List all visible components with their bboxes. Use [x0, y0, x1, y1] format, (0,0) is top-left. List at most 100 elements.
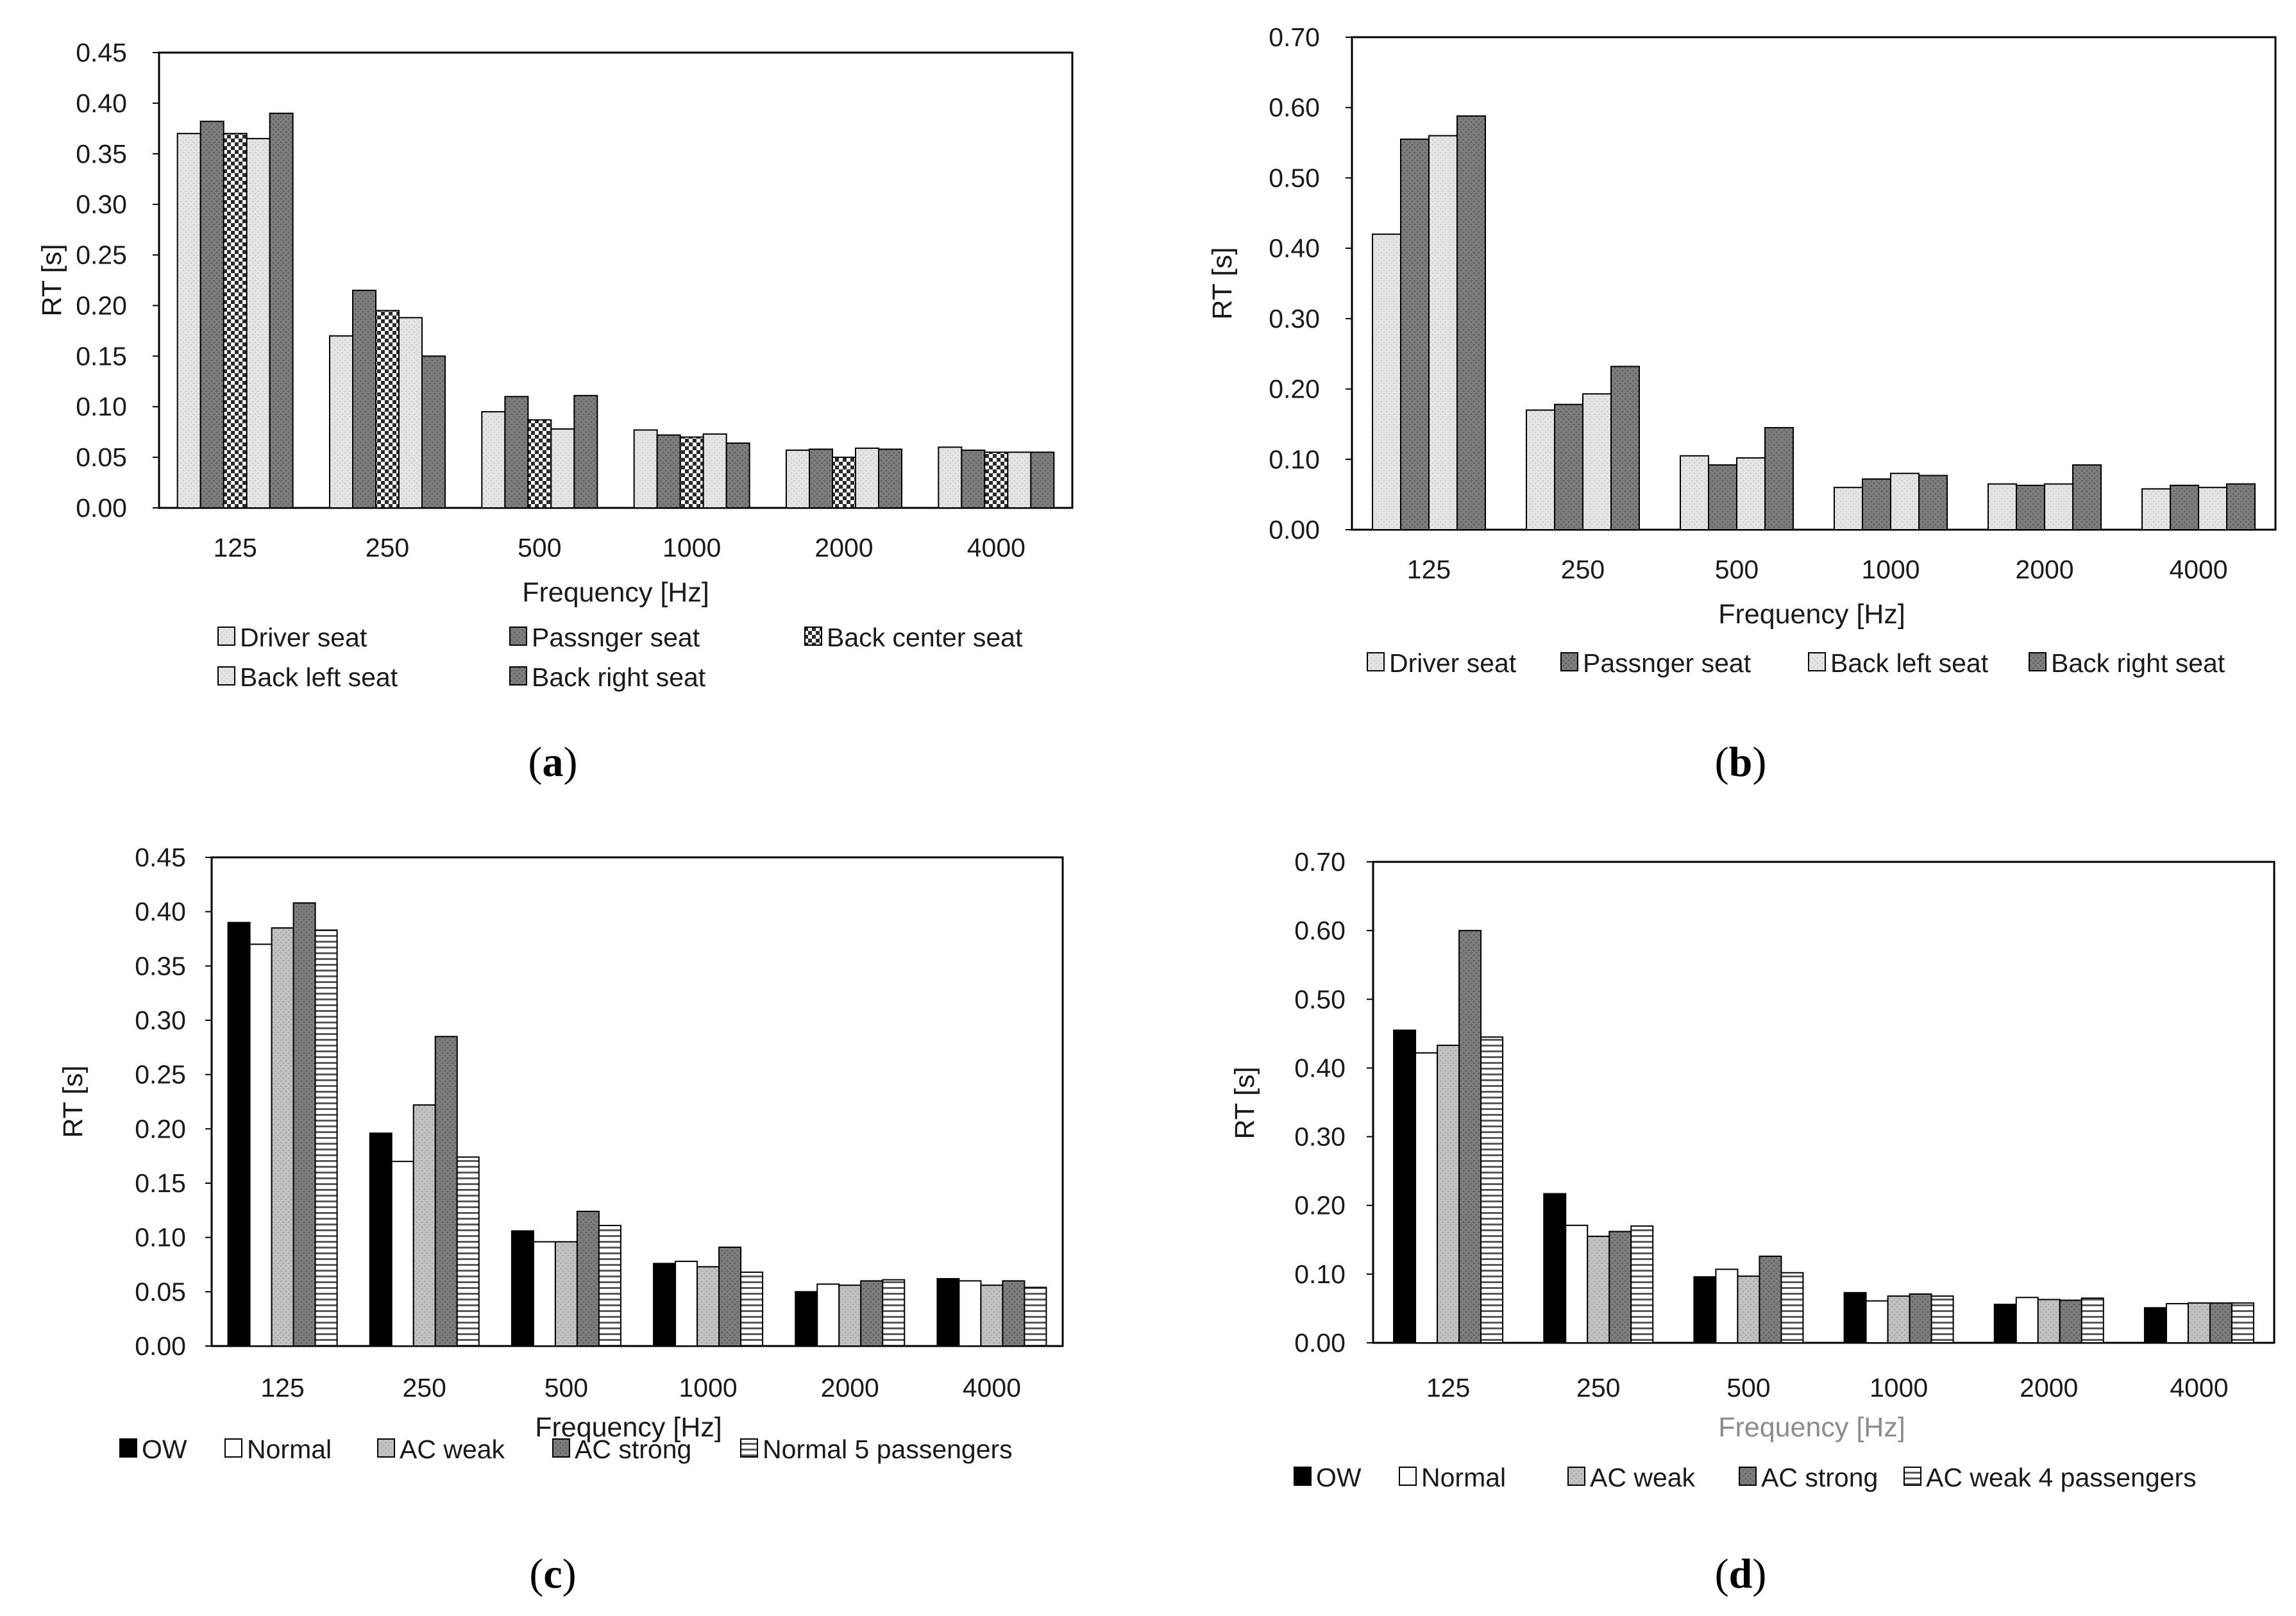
- legend-swatch: [2029, 652, 2047, 671]
- y-tick-label: 0.30: [1269, 304, 1320, 333]
- y-tick-label: 0.15: [135, 1168, 186, 1198]
- bar: [860, 1280, 884, 1347]
- y-axis-label: RT [s]: [37, 244, 67, 316]
- bar: [936, 1278, 960, 1347]
- legend-label: Driver seat: [240, 623, 367, 652]
- bar: [2165, 1302, 2189, 1344]
- x-axis-ticks: 125 250 500 1000 2000 4000: [1426, 1373, 2229, 1402]
- panel-b: 0.00 0.10 0.20 0.30 0.40 0.50 0.60 0.70 125 250 5…: [1207, 22, 2277, 786]
- legend-label: AC strong: [575, 1435, 691, 1464]
- bar: [2187, 1302, 2211, 1344]
- y-tick-label: 0.00: [1294, 1328, 1346, 1358]
- bar: [511, 1230, 534, 1347]
- bar: [352, 289, 376, 509]
- legend-swatch: [217, 627, 235, 646]
- bar: [656, 434, 681, 509]
- bar: [369, 1132, 393, 1347]
- bar: [938, 446, 963, 509]
- caption-letter: a: [543, 739, 564, 786]
- x-tick-label: 250: [366, 533, 409, 562]
- x-tick-label: 2000: [815, 533, 873, 562]
- y-tick-label: 0.30: [1294, 1122, 1346, 1152]
- y-tick-label: 0.25: [135, 1060, 186, 1090]
- bar: [2231, 1302, 2254, 1344]
- bar: [878, 448, 902, 509]
- bar: [1582, 393, 1612, 530]
- y-tick-label: 0.40: [135, 897, 186, 927]
- bar: [882, 1279, 906, 1347]
- y-tick-label: 0.15: [76, 341, 127, 371]
- x-tick-label: 2000: [2020, 1373, 2078, 1402]
- bar: [2072, 464, 2102, 531]
- bar: [702, 433, 727, 509]
- plot-frame: [1372, 861, 2275, 1344]
- bar: [269, 112, 294, 509]
- x-axis-ticks: 125 250 500 1000 2000 4000: [1407, 555, 2228, 584]
- bar: [2037, 1299, 2061, 1343]
- bar: [2016, 484, 2045, 531]
- bar: [1693, 1276, 1717, 1343]
- y-tick-label: 0.45: [135, 843, 186, 872]
- panel-a: 0.00 0.05 0.10 0.15 0.20 0.25 0.30 0.35 0.40 0.45…: [37, 38, 1074, 786]
- y-tick-label: 0.40: [76, 88, 127, 118]
- panel-d: 0.00 0.10 0.20 0.30 0.40 0.50 0.60 0.70 125 250 5…: [1229, 847, 2275, 1597]
- panel-caption: (b): [1715, 739, 1767, 786]
- bar: [1608, 1231, 1632, 1344]
- bar: [809, 448, 833, 509]
- x-axis-label: Frequency [Hz]: [1718, 1412, 1905, 1443]
- bar: [2059, 1299, 2082, 1343]
- y-axis-label: RT [s]: [1207, 247, 1238, 319]
- legend-swatch: [804, 627, 822, 646]
- plot-frame: [1351, 36, 2277, 531]
- bar: [573, 394, 598, 509]
- bar: [2015, 1297, 2039, 1344]
- bar: [1887, 1295, 1911, 1343]
- x-axis-ticks: 125 250 500 1000 2000 4000: [260, 1373, 1021, 1402]
- bar: [795, 1291, 818, 1347]
- bar: [725, 442, 750, 509]
- x-tick-label: 125: [1426, 1373, 1470, 1402]
- x-axis-ticks: 125 250 500 1000 2000 4000: [213, 533, 1025, 562]
- y-tick-label: 0.10: [1269, 444, 1320, 474]
- bar: [1587, 1235, 1610, 1344]
- bar: [816, 1283, 840, 1347]
- legend: OW Normal AC weak AC strong Normal 5 passeng…: [119, 1435, 1013, 1464]
- bar: [271, 927, 294, 1347]
- bar: [1862, 478, 1891, 531]
- bar: [1393, 1029, 1417, 1343]
- x-tick-label: 250: [1561, 555, 1605, 584]
- legend-swatch: [740, 1438, 758, 1458]
- bar: [832, 457, 856, 509]
- x-axis-label: Frequency [Hz]: [535, 1412, 722, 1443]
- y-tick-label: 0.00: [135, 1331, 186, 1361]
- bar: [2141, 488, 2171, 531]
- x-tick-label: 4000: [967, 533, 1026, 562]
- y-tick-label: 0.10: [1294, 1259, 1346, 1289]
- bar: [1554, 403, 1583, 530]
- caption-letter: d: [1729, 1551, 1753, 1597]
- bar: [292, 902, 316, 1347]
- x-tick-label: 500: [1715, 555, 1759, 584]
- bar: [653, 1263, 677, 1347]
- x-tick-label: 500: [544, 1373, 588, 1402]
- bar: [1993, 1304, 2017, 1343]
- legend-swatch: [1739, 1467, 1757, 1486]
- legend-label: Passnger seat: [532, 623, 700, 652]
- bar: [249, 943, 273, 1347]
- bar: [740, 1271, 764, 1347]
- legend-label: Normal: [247, 1435, 332, 1464]
- y-tick-label: 0.40: [1294, 1053, 1346, 1082]
- x-tick-label: 125: [213, 533, 257, 562]
- y-tick-label: 0.10: [76, 392, 127, 421]
- bar: [223, 133, 248, 509]
- x-tick-label: 2000: [821, 1373, 879, 1402]
- legend-swatch: [509, 627, 527, 646]
- legend-label: Back left seat: [1830, 648, 1989, 678]
- legend-swatch: [552, 1438, 570, 1458]
- legend-swatch: [1294, 1467, 1312, 1486]
- bar: [2226, 483, 2256, 531]
- legend-swatch: [119, 1438, 137, 1458]
- bar: [1715, 1268, 1739, 1344]
- bar: [576, 1211, 600, 1347]
